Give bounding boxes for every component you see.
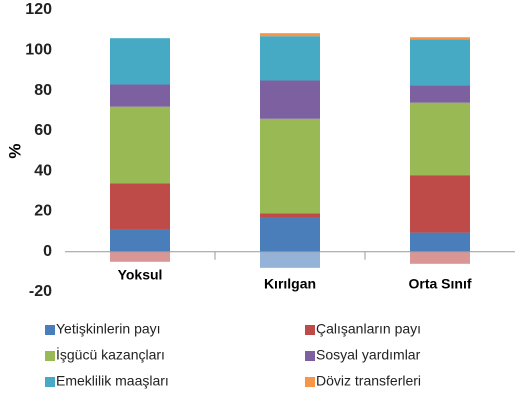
bar-segment [410,232,470,252]
y-tick-label: 60 [34,122,52,139]
legend-swatch [45,325,55,335]
bar-segment [260,217,320,252]
category-label-bg [398,275,482,295]
legend-label: Çalışanların payı [316,321,421,337]
bar-segment [410,85,470,103]
legend-label: İşgücü kazançları [56,346,165,363]
bar-segment [260,36,320,81]
bar-segment [110,106,170,184]
y-axis-label: % [5,143,24,158]
legend: Yetişkinlerin payı Çalışanların payı İşgüc… [45,321,421,389]
category-label-bg [248,275,332,295]
legend-label: Yetişkinlerin payı [56,321,161,337]
y-tick-label: 80 [34,82,52,99]
legend-swatch [305,377,315,387]
legend-swatch [45,377,55,387]
legend-swatch [305,351,315,361]
legend-label: Sosyal yardımlar [316,347,421,363]
y-tick-label: 120 [25,1,52,18]
y-tick-label: 100 [25,42,52,59]
bar-segment-negative [260,251,320,268]
bar-segment [260,33,320,37]
x-tick-label: Orta Sınıf [408,276,471,292]
y-tick-label: -20 [29,283,52,300]
bar-segment [110,84,170,107]
bar-segment [260,80,320,119]
bar-segment [260,118,320,214]
x-tick-label: Yoksul [118,267,163,283]
y-tick-label: 0 [43,243,52,260]
bar-segment [110,38,170,85]
bar-segment [110,183,170,230]
bar-segment [410,39,470,86]
legend-swatch [305,325,315,335]
y-tick-label: 40 [34,162,52,179]
legend-label: Emeklilik maaşları [56,373,169,389]
bar-segment-negative [410,251,470,264]
legend-label: Döviz transferleri [316,373,421,389]
bar-segment [410,102,470,176]
y-tick-label: 20 [34,203,52,220]
x-tick-label: Kırılgan [264,276,316,292]
bar-segment [410,175,470,233]
bar-segment [410,37,470,40]
category-label-bg [98,266,182,286]
bar-segment-negative [110,251,170,262]
bar-segment [110,229,170,252]
bar-segment [260,213,320,218]
legend-swatch [45,351,55,361]
